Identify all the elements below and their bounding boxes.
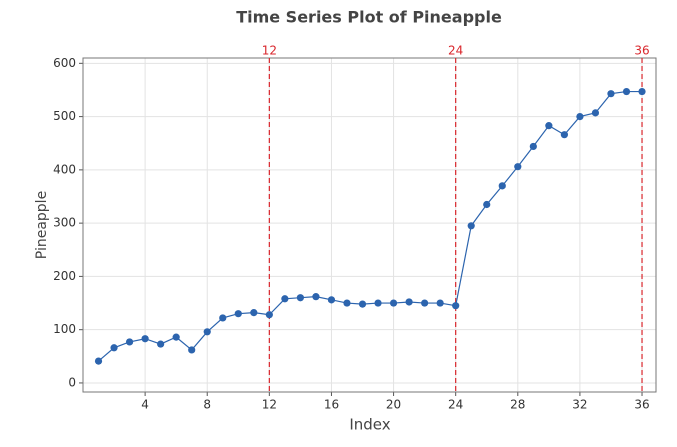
data-point [576,112,584,121]
data-point [607,90,615,98]
x-tick-label: 12 [262,398,277,412]
y-axis-label: Pineapple [34,191,50,259]
data-point [529,142,537,151]
data-point [281,295,289,303]
data-point [514,163,522,171]
y-tick-label: 400 [53,162,76,176]
data-point [638,87,646,96]
data-point [591,109,600,117]
data-point [436,299,444,307]
data-point [560,131,568,139]
data-point [234,310,242,318]
x-tick-label: 4 [141,398,149,412]
y-tick-label: 100 [53,322,76,336]
data-point [452,302,460,310]
y-tick-label: 0 [68,375,76,389]
x-tick-label: 32 [572,398,587,412]
data-point [374,299,382,307]
data-point [157,340,165,348]
data-point [622,87,631,96]
x-tick-label: 28 [510,398,525,412]
reference-label: 12 [262,44,277,58]
x-tick-label: 24 [448,398,463,412]
data-point [250,309,258,317]
x-axis-label: Index [349,416,390,434]
data-point [188,346,196,354]
y-tick-label: 600 [53,56,76,70]
plot-frame [82,57,657,393]
data-point [312,293,320,301]
data-point [265,311,273,319]
reference-label: 24 [448,44,463,58]
y-tick-label: 500 [53,109,76,123]
x-tick-label: 36 [634,398,649,412]
data-point [141,335,149,343]
data-point [483,200,491,209]
data-point [94,357,103,365]
data-point [421,299,429,307]
data-point [203,328,211,336]
y-tick-label: 200 [53,269,76,283]
data-point [172,333,180,341]
data-point [219,314,227,322]
data-point [327,296,336,304]
x-tick-label: 16 [324,398,339,412]
data-point [545,122,553,130]
x-tick-label: 8 [203,398,211,412]
chart-title: Time Series Plot of Pineapple [236,8,502,27]
data-point [405,298,413,306]
data-point [110,344,118,352]
data-point [125,338,134,346]
x-tick-label: 20 [386,398,401,412]
data-point [358,300,367,308]
data-point [296,294,304,302]
data-point [498,182,506,190]
data-point [343,299,351,307]
data-point [467,222,475,230]
y-tick-label: 300 [53,216,76,230]
data-point [389,299,398,307]
reference-label: 36 [634,44,649,58]
